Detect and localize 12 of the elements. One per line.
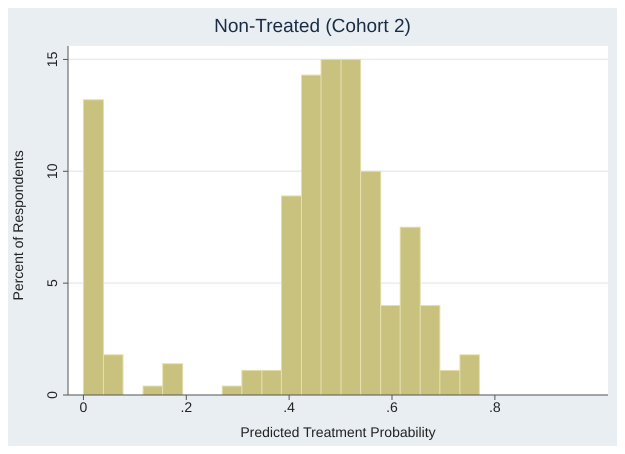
x-tick-label: .2	[180, 398, 192, 415]
x-tick-label: .6	[386, 398, 398, 415]
chart-title: Non-Treated (Cohort 2)	[213, 16, 412, 38]
x-tick-label: .8	[489, 398, 501, 415]
y-tick-label: 10	[44, 163, 60, 180]
y-axis-title: Percent of Respondents	[10, 150, 26, 300]
y-tick-label: 0	[44, 390, 60, 399]
y-tick-label: 5	[44, 279, 60, 288]
y-tick-label: 15	[44, 51, 60, 68]
x-axis-title: Predicted Treatment Probability	[240, 424, 436, 440]
x-tick-label: 0	[80, 398, 88, 415]
x-tick-label: .4	[283, 398, 296, 415]
